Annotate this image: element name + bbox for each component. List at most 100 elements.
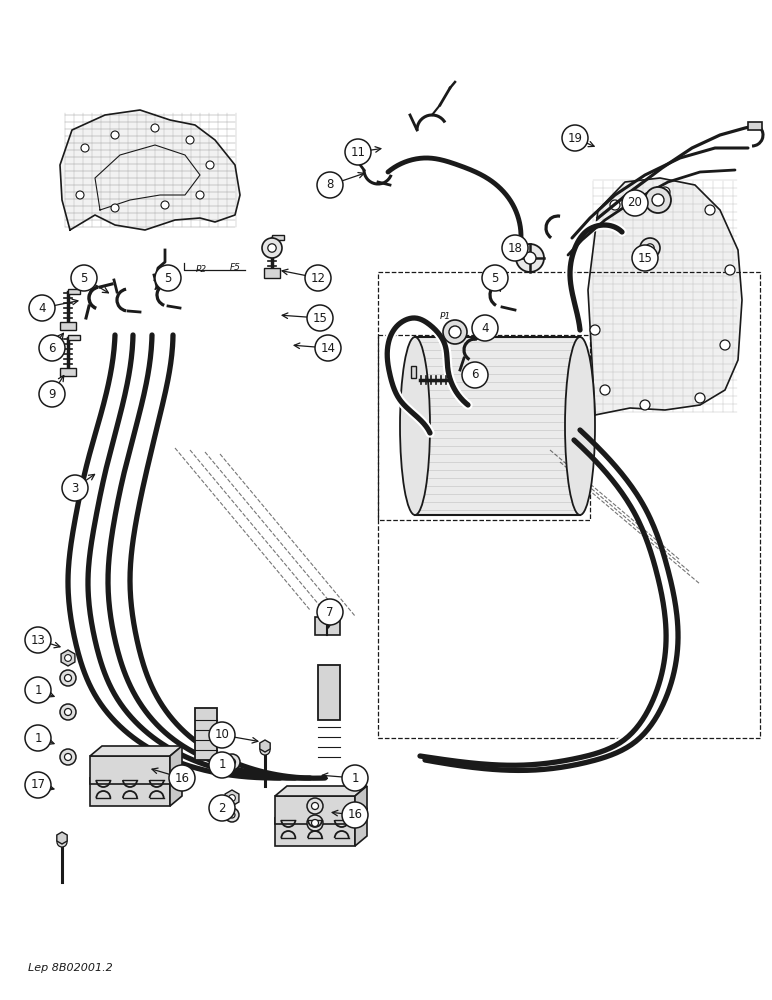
Text: 5: 5 bbox=[164, 271, 171, 284]
Circle shape bbox=[229, 795, 235, 801]
Circle shape bbox=[705, 205, 715, 215]
Circle shape bbox=[562, 125, 588, 151]
Circle shape bbox=[155, 265, 181, 291]
Text: 4: 4 bbox=[39, 302, 46, 314]
Circle shape bbox=[482, 265, 508, 291]
Text: 7: 7 bbox=[327, 605, 334, 618]
Circle shape bbox=[39, 335, 65, 361]
Text: F5: F5 bbox=[230, 263, 241, 272]
Text: 1: 1 bbox=[34, 684, 42, 696]
Circle shape bbox=[60, 670, 76, 686]
Bar bbox=[60, 322, 76, 330]
Text: 16: 16 bbox=[347, 808, 363, 822]
Circle shape bbox=[151, 124, 159, 132]
Polygon shape bbox=[90, 746, 182, 756]
Circle shape bbox=[305, 265, 331, 291]
Circle shape bbox=[111, 204, 119, 212]
Circle shape bbox=[590, 325, 600, 335]
Circle shape bbox=[76, 191, 84, 199]
Circle shape bbox=[25, 627, 51, 653]
Circle shape bbox=[81, 144, 89, 152]
Bar bbox=[315, 617, 340, 635]
Circle shape bbox=[632, 245, 658, 271]
Text: 1: 1 bbox=[34, 732, 42, 744]
Polygon shape bbox=[275, 808, 367, 818]
Bar bbox=[195, 708, 217, 760]
Circle shape bbox=[472, 315, 498, 341]
Text: Lep 8B02001.2: Lep 8B02001.2 bbox=[28, 963, 113, 973]
Circle shape bbox=[39, 381, 65, 407]
Circle shape bbox=[342, 802, 368, 828]
Circle shape bbox=[65, 708, 72, 716]
Circle shape bbox=[196, 191, 204, 199]
Polygon shape bbox=[275, 786, 367, 796]
Circle shape bbox=[449, 326, 461, 338]
Polygon shape bbox=[355, 786, 367, 824]
Polygon shape bbox=[275, 818, 355, 846]
Bar bbox=[68, 335, 80, 340]
Polygon shape bbox=[60, 110, 240, 230]
Text: 16: 16 bbox=[174, 772, 189, 784]
Circle shape bbox=[462, 362, 488, 388]
Circle shape bbox=[57, 837, 67, 847]
Circle shape bbox=[622, 190, 648, 216]
Text: 9: 9 bbox=[48, 387, 56, 400]
Text: 10: 10 bbox=[215, 728, 229, 742]
Circle shape bbox=[25, 725, 51, 751]
Text: P1: P1 bbox=[440, 312, 451, 321]
Polygon shape bbox=[588, 178, 742, 415]
Circle shape bbox=[209, 795, 235, 821]
Circle shape bbox=[720, 340, 730, 350]
Circle shape bbox=[25, 677, 51, 703]
Circle shape bbox=[502, 235, 528, 261]
Circle shape bbox=[25, 772, 51, 798]
Text: P2: P2 bbox=[196, 265, 207, 274]
Circle shape bbox=[516, 244, 544, 272]
Polygon shape bbox=[57, 832, 67, 844]
Circle shape bbox=[307, 815, 323, 831]
Circle shape bbox=[317, 599, 343, 625]
Bar bbox=[264, 268, 280, 278]
Text: 4: 4 bbox=[481, 322, 489, 334]
Polygon shape bbox=[90, 778, 170, 806]
Bar bbox=[272, 235, 284, 240]
Circle shape bbox=[311, 820, 319, 826]
Text: 11: 11 bbox=[350, 145, 365, 158]
Circle shape bbox=[60, 749, 76, 765]
Circle shape bbox=[311, 802, 319, 810]
Circle shape bbox=[640, 400, 650, 410]
Circle shape bbox=[695, 393, 705, 403]
Circle shape bbox=[345, 139, 371, 165]
Text: 17: 17 bbox=[31, 778, 46, 792]
Polygon shape bbox=[275, 796, 355, 824]
Circle shape bbox=[29, 295, 55, 321]
Circle shape bbox=[640, 238, 660, 258]
Circle shape bbox=[645, 187, 671, 213]
Text: 20: 20 bbox=[628, 196, 642, 210]
Circle shape bbox=[307, 798, 323, 814]
Text: 5: 5 bbox=[80, 271, 88, 284]
Circle shape bbox=[524, 252, 536, 264]
Circle shape bbox=[646, 244, 654, 252]
Circle shape bbox=[229, 812, 235, 818]
Polygon shape bbox=[170, 746, 182, 784]
Polygon shape bbox=[170, 768, 182, 806]
Circle shape bbox=[652, 194, 664, 206]
Circle shape bbox=[209, 752, 235, 778]
Text: 18: 18 bbox=[507, 241, 523, 254]
Circle shape bbox=[65, 674, 72, 682]
Polygon shape bbox=[90, 756, 170, 784]
Bar bbox=[68, 289, 80, 294]
Bar bbox=[411, 366, 416, 378]
Circle shape bbox=[161, 201, 169, 209]
Circle shape bbox=[443, 320, 467, 344]
Polygon shape bbox=[90, 768, 182, 778]
Bar bbox=[748, 122, 762, 130]
Circle shape bbox=[224, 754, 240, 770]
Circle shape bbox=[71, 265, 97, 291]
Polygon shape bbox=[225, 790, 239, 806]
Text: 3: 3 bbox=[71, 482, 79, 494]
Text: 13: 13 bbox=[31, 634, 46, 647]
Ellipse shape bbox=[400, 337, 430, 515]
Circle shape bbox=[62, 475, 88, 501]
